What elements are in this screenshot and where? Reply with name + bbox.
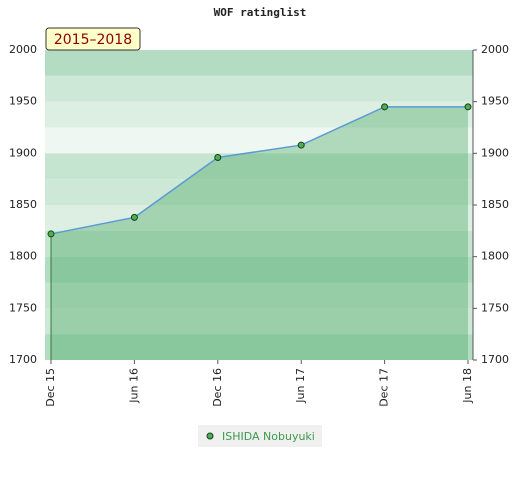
y-tick-label: 2000 [9, 43, 37, 56]
background-stripe [45, 205, 473, 231]
chart-title: WOF ratinglist [214, 6, 307, 19]
point [381, 103, 389, 111]
y2-tick-label: 1700 [481, 353, 509, 366]
x-tick-label: Dec 16 [211, 368, 224, 407]
background-stripe [45, 308, 473, 335]
background-stripe [45, 50, 473, 76]
x-tick-label: Jun 17 [294, 368, 307, 404]
y-tick-label: 1750 [9, 301, 37, 314]
background-stripe [45, 230, 473, 257]
y-tick-label: 1900 [9, 146, 37, 159]
x-tick-label: Dec 15 [44, 368, 57, 407]
background-stripe [45, 282, 473, 309]
background-stripe [45, 127, 473, 154]
point [464, 103, 472, 111]
y-tick-label: 1950 [9, 95, 37, 108]
background-stripe [45, 153, 473, 180]
background-stripe [45, 179, 473, 205]
legend [198, 425, 322, 447]
line [50, 106, 468, 235]
point [297, 141, 305, 149]
y-tick-label: 1700 [9, 353, 37, 366]
x-tick-label: Dec 17 [378, 368, 391, 407]
annotation: 2015–2018 [54, 32, 132, 48]
x-tick-label: Jun 16 [127, 368, 140, 404]
background-stripe [45, 75, 473, 102]
point [130, 213, 138, 221]
y2-tick-label: 1750 [481, 301, 509, 314]
y2-tick-label: 1900 [481, 146, 509, 159]
y2-tick-label: 1800 [481, 250, 509, 263]
y-tick-label: 1800 [9, 250, 37, 263]
y2-tick-label: 2000 [481, 43, 509, 56]
area [51, 106, 468, 360]
legend-marker [206, 432, 214, 440]
plot-area [45, 50, 473, 360]
point [214, 153, 222, 161]
background-stripe [45, 256, 473, 283]
background-stripe [45, 101, 473, 128]
y2-tick-label: 1950 [481, 95, 509, 108]
background-stripe [45, 334, 473, 360]
y2-tick-label: 1850 [481, 198, 509, 211]
legend-label: ISHIDA Nobuyuki [222, 430, 315, 443]
x-tick-label: Jun 18 [461, 368, 474, 404]
y-tick-label: 1850 [9, 198, 37, 211]
annotation-box [45, 27, 141, 51]
point [47, 230, 55, 238]
